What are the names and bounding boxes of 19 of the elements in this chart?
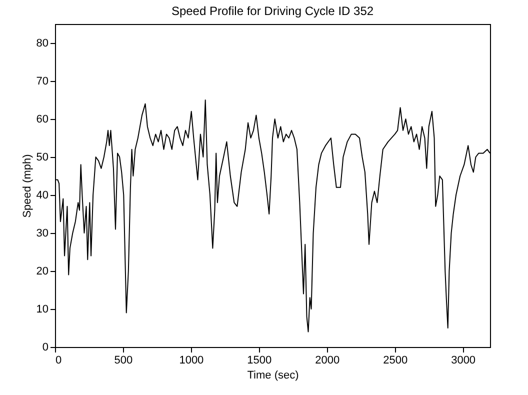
chart-title: Speed Profile for Driving Cycle ID 352	[171, 4, 374, 18]
y-tick-label: 0	[42, 342, 48, 354]
y-tick-label: 30	[36, 228, 48, 240]
x-tick-label: 3000	[451, 354, 476, 366]
y-tick-label: 80	[36, 38, 48, 50]
x-axis-title: Time (sec)	[247, 370, 299, 382]
y-tick-label: 20	[36, 266, 48, 278]
x-tick-label: 500	[114, 354, 133, 366]
y-tick-label: 10	[36, 304, 48, 316]
y-tick-label: 70	[36, 76, 48, 88]
y-tick-label: 40	[36, 190, 48, 202]
x-tick-label: 1000	[179, 354, 204, 366]
y-tick-label: 50	[36, 152, 48, 164]
x-tick-label: 1500	[247, 354, 272, 366]
x-tick-label: 0	[56, 354, 62, 366]
x-tick-label: 2000	[315, 354, 340, 366]
y-tick-label: 60	[36, 114, 48, 126]
y-axis-title: Speed (mph)	[21, 154, 34, 218]
x-tick-label: 2500	[383, 354, 408, 366]
